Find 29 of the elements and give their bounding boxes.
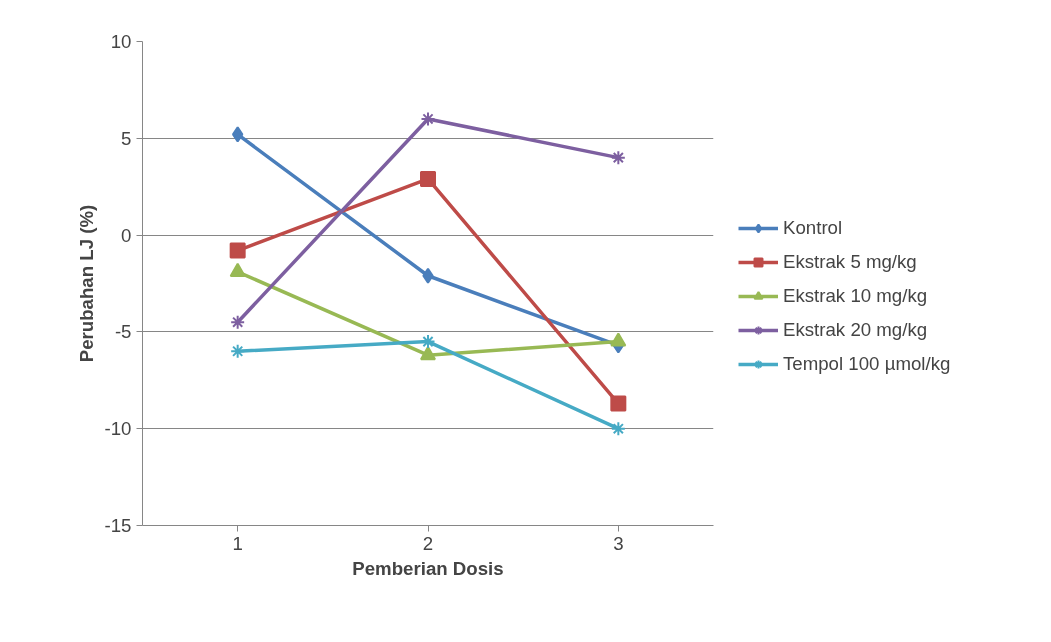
legend-label: Kontrol	[783, 217, 843, 239]
point	[610, 150, 626, 166]
y-tick-label: 0	[121, 224, 132, 246]
x-tick-label: 3	[613, 532, 624, 554]
point	[420, 170, 436, 187]
y-tick-label: 5	[121, 127, 132, 149]
point	[610, 395, 627, 412]
point	[420, 111, 436, 127]
y-tick-label: -15	[104, 515, 132, 536]
legend-label: Tempol 100 µmol/kg	[783, 353, 951, 375]
point	[422, 267, 434, 284]
y-tick-label: 10	[110, 31, 132, 52]
point	[230, 314, 246, 330]
x-tick-label: 1	[232, 532, 243, 554]
point	[610, 421, 626, 437]
point	[420, 334, 436, 350]
legend-label: Ekstrak 10 mg/kg	[783, 285, 928, 307]
point	[232, 126, 244, 143]
point	[229, 242, 246, 259]
y-tick-label: -5	[114, 321, 132, 343]
y-tick-label: -10	[104, 418, 132, 440]
point	[230, 343, 246, 359]
y-axis-title: Perubahan LJ (%)	[75, 204, 97, 363]
x-axis-title: Pemberian Dosis	[352, 557, 504, 579]
x-tick-label: 2	[422, 532, 434, 554]
point	[420, 346, 436, 361]
legend-label: Ekstrak 20 mg/kg	[783, 319, 928, 341]
legend-label: Ekstrak 5 mg/kg	[783, 251, 917, 273]
point	[610, 332, 627, 347]
